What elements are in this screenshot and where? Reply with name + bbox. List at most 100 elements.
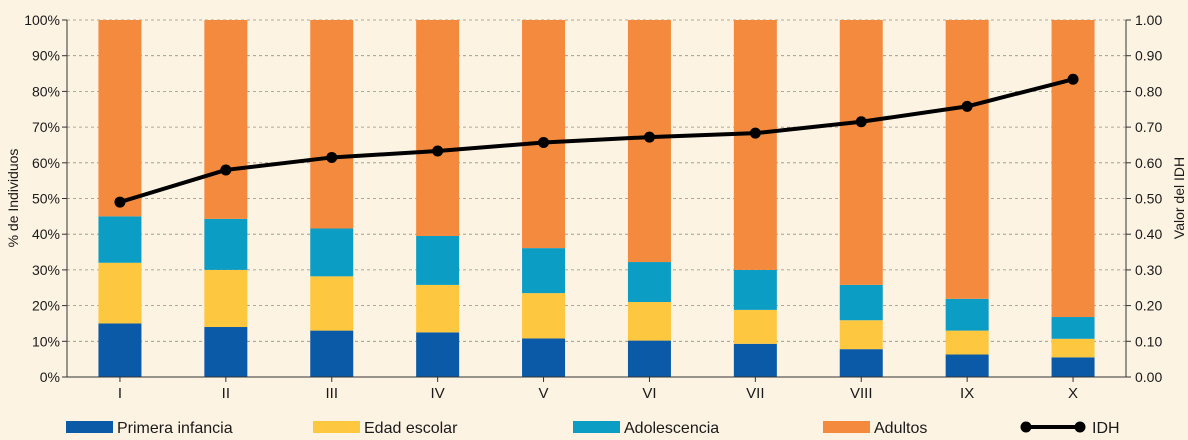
bar-adultos: [1051, 20, 1095, 318]
y2-tick-label: 0.40: [1135, 226, 1162, 242]
legend-marker-idh: [1074, 421, 1086, 433]
y-tick-label: 40%: [32, 226, 60, 242]
legend-swatch-adultos: [823, 421, 870, 433]
y-tick-label: 20%: [32, 298, 60, 314]
y-tick-label: 60%: [32, 155, 60, 171]
y-tick-label: 70%: [32, 119, 60, 135]
bar-adolescencia: [310, 228, 354, 277]
bar-edad-escolar: [416, 284, 460, 333]
x-tick-label: IV: [431, 385, 445, 402]
y2-tick-label: 0.80: [1135, 83, 1162, 99]
y-tick-label: 90%: [32, 48, 60, 64]
y-tick-label: 0%: [40, 369, 60, 385]
bar-adolescencia: [98, 216, 142, 263]
y2-tick-label: 0.30: [1135, 262, 1162, 278]
bar-primera-infancia: [204, 327, 248, 377]
idh-point: [749, 127, 761, 139]
bar-primera-infancia: [627, 340, 671, 377]
legend-label-primera-infancia: Primera infancia: [117, 420, 233, 435]
bar-adultos: [839, 20, 883, 285]
bar-edad-escolar: [1051, 338, 1095, 358]
bar-edad-escolar: [310, 276, 354, 331]
bar-adolescencia: [627, 262, 671, 303]
bar-adolescencia: [1051, 317, 1095, 339]
y2-tick-label: 0.60: [1135, 155, 1162, 171]
bar-edad-escolar: [522, 293, 566, 339]
legend-swatch-adolescencia: [573, 421, 620, 433]
bar-edad-escolar: [204, 269, 248, 328]
y-tick-label: 50%: [32, 191, 60, 207]
y2-tick-label: 0.50: [1135, 191, 1162, 207]
idh-point: [326, 151, 338, 163]
legend-swatch-primera-infancia: [66, 421, 113, 433]
bar-adolescencia: [839, 284, 883, 321]
legend: Primera infancia Edad escolar Adolescencia…: [66, 420, 1120, 437]
y2-tick-label: 0.10: [1135, 333, 1162, 349]
idh-line: [114, 73, 1079, 208]
legend-swatch-edad-escolar: [313, 421, 360, 433]
legend-label-idh: IDH: [1092, 420, 1120, 435]
idh-point: [114, 196, 126, 208]
x-tick-label: X: [1068, 385, 1078, 402]
legend-label-adolescencia: Adolescencia: [624, 420, 719, 435]
x-tick-label: VI: [642, 385, 656, 402]
bar-edad-escolar: [98, 262, 142, 324]
x-tick-label: IX: [960, 385, 974, 402]
bar-adultos: [945, 20, 989, 299]
y2-tick-label: 0.20: [1135, 298, 1162, 314]
bar-primera-infancia: [1051, 357, 1095, 377]
legend-label-edad-escolar: Edad escolar: [364, 420, 458, 435]
bar-adultos: [733, 20, 777, 270]
idh-line-path: [119, 77, 1074, 204]
bar-adultos: [310, 20, 354, 229]
bar-primera-infancia: [310, 330, 354, 377]
bar-primera-infancia: [522, 338, 566, 377]
idh-point: [855, 116, 867, 128]
idh-point: [538, 136, 550, 148]
bar-edad-escolar: [839, 320, 883, 350]
bar-adultos: [98, 20, 142, 217]
x-tick-label: V: [539, 385, 549, 402]
bar-primera-infancia: [733, 343, 777, 377]
bar-edad-escolar: [945, 330, 989, 355]
idh-point: [220, 164, 232, 176]
bar-primera-infancia: [416, 332, 460, 377]
legend-marker-idh: [1020, 421, 1032, 433]
bar-adolescencia: [416, 235, 460, 285]
y-axis-title: % de Individuos: [5, 149, 21, 248]
y2-tick-label: 0.00: [1135, 369, 1162, 385]
y2-axis-title: Valor del IDH: [1171, 157, 1187, 239]
idh-point: [432, 145, 444, 157]
x-tick-label: III: [325, 385, 338, 402]
bar-primera-infancia: [98, 323, 142, 377]
bar-adultos: [204, 20, 248, 219]
y-tick-label: 30%: [32, 262, 60, 278]
bar-adolescencia: [945, 298, 989, 331]
bar-edad-escolar: [733, 309, 777, 344]
y-tick-label: 100%: [24, 12, 60, 28]
bar-primera-infancia: [945, 354, 989, 377]
bar-adolescencia: [204, 218, 248, 270]
x-tick-label: I: [118, 385, 122, 402]
bars: [98, 20, 1095, 377]
idh-point: [643, 131, 655, 143]
bar-adultos: [416, 20, 460, 236]
bar-adolescencia: [522, 248, 566, 294]
y2-tick-label: 0.90: [1135, 48, 1162, 64]
axes: 0% 10% 20% 30% 40% 50% 60% 70% 80% 90% 100% 0.00 0.1…: [24, 12, 1162, 402]
bar-adolescencia: [733, 269, 777, 310]
y2-tick-label: 1.00: [1135, 12, 1162, 28]
bar-primera-infancia: [839, 349, 883, 377]
y2-tick-label: 0.70: [1135, 119, 1162, 135]
legend-label-adultos: Adultos: [874, 420, 927, 435]
x-tick-label: II: [222, 385, 230, 402]
bar-edad-escolar: [627, 302, 671, 341]
y-tick-label: 80%: [32, 83, 60, 99]
idh-point: [961, 100, 973, 112]
bar-adultos: [522, 20, 566, 249]
idh-point: [1067, 73, 1079, 85]
y-tick-label: 10%: [32, 333, 60, 349]
x-tick-label: VIII: [850, 385, 873, 402]
